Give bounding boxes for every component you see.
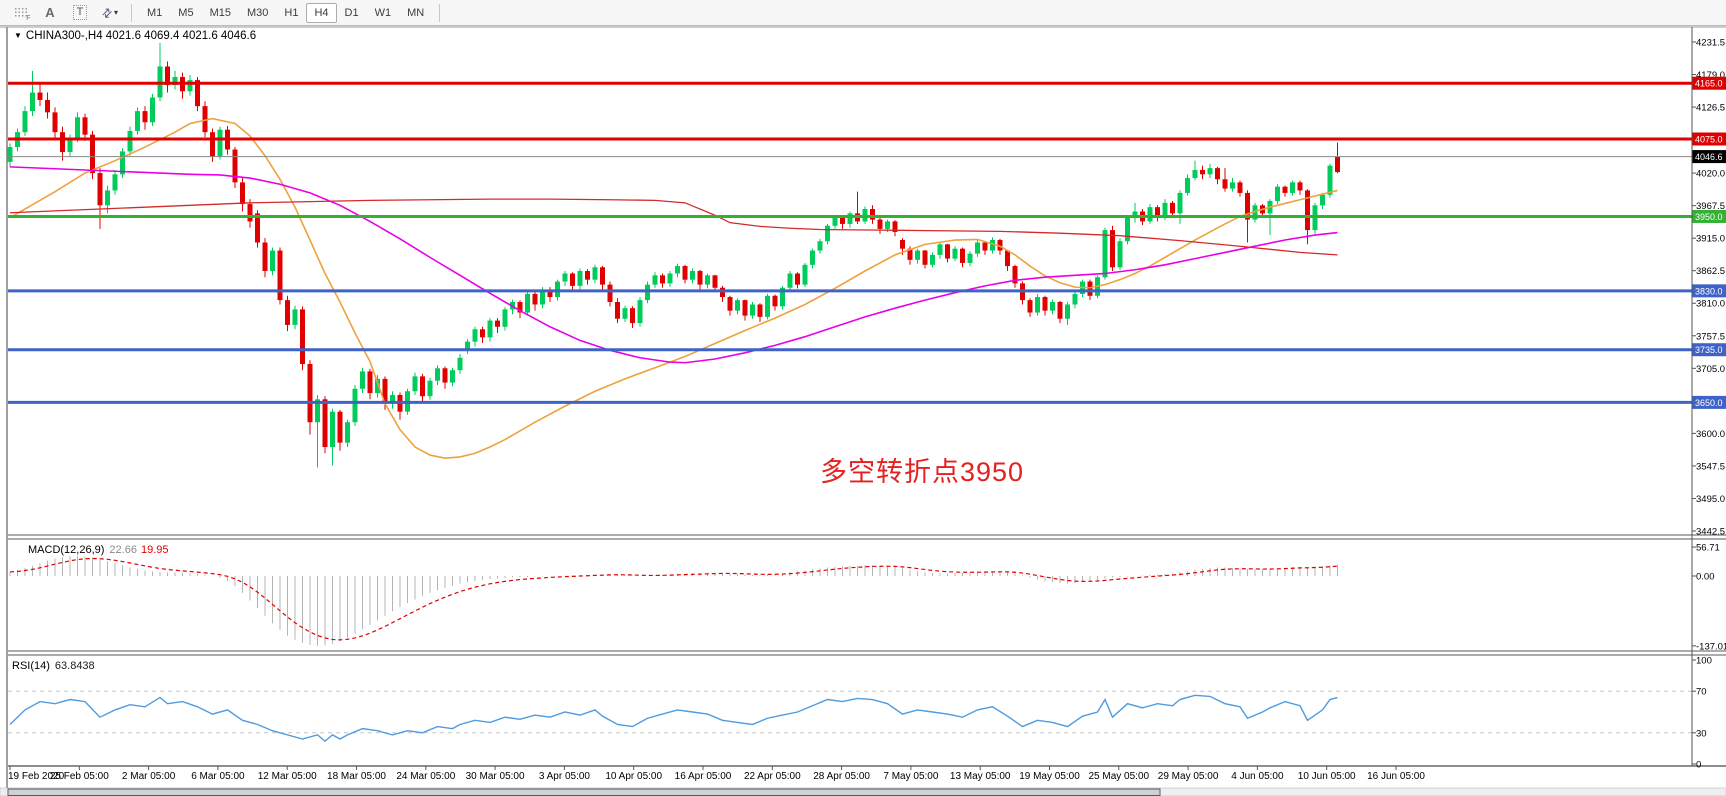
- svg-text:4020.0: 4020.0: [1696, 169, 1725, 180]
- macd-histogram: [9, 555, 1338, 646]
- candles-group: [7, 42, 1340, 468]
- svg-text:28 Apr 05:00: 28 Apr 05:00: [813, 771, 870, 782]
- timeframe-M1[interactable]: M1: [139, 3, 170, 23]
- grid-indicator-button[interactable]: F: [6, 3, 34, 23]
- svg-text:30 Mar 05:00: 30 Mar 05:00: [466, 771, 525, 782]
- price-axis[interactable]: 4231.5 4179.0 4126.5 4020.0 3967.5 3915.0 3862…: [1691, 27, 1726, 771]
- svg-text:3735.0: 3735.0: [1695, 345, 1723, 355]
- timeframe-H4[interactable]: H4: [306, 2, 337, 23]
- crosshair-move-icon: ⇄: [98, 3, 116, 22]
- svg-text:3830.0: 3830.0: [1695, 286, 1723, 296]
- timeframe-W1[interactable]: W1: [367, 3, 400, 23]
- svg-text:3705.0: 3705.0: [1696, 364, 1725, 375]
- svg-text:22 Apr 05:00: 22 Apr 05:00: [744, 771, 801, 782]
- timeframe-H1[interactable]: H1: [276, 3, 306, 23]
- toolbar-separator: [131, 3, 132, 22]
- svg-text:3757.5: 3757.5: [1696, 331, 1725, 342]
- timeframe-M30[interactable]: M30: [239, 3, 276, 23]
- svg-text:18 Mar 05:00: 18 Mar 05:00: [327, 771, 386, 782]
- svg-text:3862.5: 3862.5: [1696, 266, 1725, 277]
- svg-text:3810.0: 3810.0: [1696, 299, 1725, 310]
- svg-text:3967.5: 3967.5: [1696, 201, 1725, 212]
- svg-text:4179.0: 4179.0: [1696, 70, 1725, 81]
- svg-text:-137.01: -137.01: [1696, 641, 1726, 652]
- svg-text:25 Feb 05:00: 25 Feb 05:00: [50, 771, 109, 782]
- svg-text:4126.5: 4126.5: [1696, 103, 1725, 114]
- svg-text:3547.5: 3547.5: [1696, 461, 1725, 472]
- top-toolbar: F A T ⇄ ▾ M1 M5 M15 M30 H1 H4 D1 W1 MN: [0, 0, 1726, 26]
- text-tool-icon: T: [72, 5, 88, 20]
- svg-text:3915.0: 3915.0: [1696, 234, 1725, 245]
- svg-text:25 May 05:00: 25 May 05:00: [1088, 771, 1149, 782]
- grid-f-label: F: [26, 15, 31, 22]
- svg-text:70: 70: [1696, 687, 1707, 698]
- text-tool-button[interactable]: T: [66, 3, 94, 23]
- svg-text:4 Jun 05:00: 4 Jun 05:00: [1231, 771, 1284, 782]
- svg-text:3600.0: 3600.0: [1696, 429, 1725, 440]
- svg-text:12 Mar 05:00: 12 Mar 05:00: [258, 771, 317, 782]
- price-badges: 4165.0 4075.0 3950.0 3830.0 3735.0 3650.0 4046…: [1692, 76, 1726, 409]
- dropdown-caret-icon: ▾: [114, 8, 119, 17]
- svg-text:10 Apr 05:00: 10 Apr 05:00: [605, 771, 662, 782]
- svg-text:4231.5: 4231.5: [1696, 38, 1725, 49]
- timeframe-D1[interactable]: D1: [337, 3, 367, 23]
- svg-text:3495.0: 3495.0: [1696, 494, 1725, 505]
- svg-text:30: 30: [1696, 728, 1707, 739]
- svg-text:4165.0: 4165.0: [1695, 79, 1723, 89]
- svg-text:4075.0: 4075.0: [1695, 134, 1723, 144]
- timeframe-group: M1 M5 M15 M30 H1 H4 D1 W1 MN: [139, 2, 432, 23]
- svg-text:3 Apr 05:00: 3 Apr 05:00: [539, 771, 591, 782]
- svg-text:13 May 05:00: 13 May 05:00: [950, 771, 1011, 782]
- timeframe-M15[interactable]: M15: [202, 3, 239, 23]
- svg-text:16 Jun 05:00: 16 Jun 05:00: [1367, 771, 1425, 782]
- horizontal-scrollbar-thumb[interactable]: [7, 788, 1161, 796]
- svg-text:24 Mar 05:00: 24 Mar 05:00: [396, 771, 455, 782]
- svg-text:6 Mar 05:00: 6 Mar 05:00: [191, 771, 245, 782]
- timeframe-MN[interactable]: MN: [399, 3, 432, 23]
- svg-text:56.71: 56.71: [1696, 543, 1720, 554]
- svg-text:2 Mar 05:00: 2 Mar 05:00: [122, 771, 176, 782]
- svg-text:3442.5: 3442.5: [1696, 527, 1725, 538]
- svg-text:10 Jun 05:00: 10 Jun 05:00: [1298, 771, 1356, 782]
- ma-mid-magenta-line: [9, 166, 1338, 364]
- svg-text:29 May 05:00: 29 May 05:00: [1158, 771, 1219, 782]
- annotate-a-button[interactable]: A: [45, 5, 55, 20]
- svg-text:0.00: 0.00: [1696, 572, 1715, 583]
- svg-text:19 May 05:00: 19 May 05:00: [1019, 771, 1080, 782]
- svg-text:16 Apr 05:00: 16 Apr 05:00: [675, 771, 732, 782]
- toolbar-separator: [439, 3, 441, 22]
- svg-text:4046.6: 4046.6: [1695, 152, 1723, 162]
- svg-text:100: 100: [1696, 656, 1712, 667]
- macd-signal-line: [9, 557, 1338, 641]
- svg-text:3950.0: 3950.0: [1695, 212, 1723, 222]
- svg-text:19 Feb 2020: 19 Feb 2020: [8, 771, 65, 782]
- grid-dots-icon: F: [13, 7, 31, 22]
- horizontal-level-lines[interactable]: [8, 81, 1692, 404]
- svg-text:7 May 05:00: 7 May 05:00: [883, 771, 938, 782]
- crosshair-move-button[interactable]: ⇄ ▾: [96, 3, 124, 23]
- svg-text:3650.0: 3650.0: [1695, 398, 1723, 408]
- rsi-line: [9, 694, 1338, 743]
- svg-text:0: 0: [1696, 760, 1701, 771]
- timeframe-M5[interactable]: M5: [170, 3, 201, 23]
